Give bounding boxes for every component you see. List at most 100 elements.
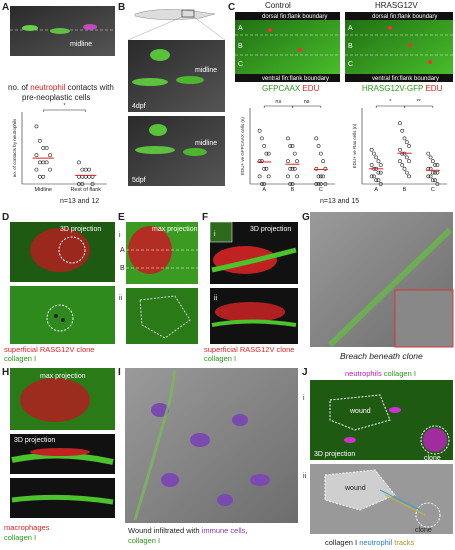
data-point bbox=[433, 178, 438, 183]
data-point bbox=[48, 153, 52, 158]
line-label: B bbox=[120, 265, 125, 272]
data-point bbox=[378, 163, 383, 167]
caption: Breach beneath clone bbox=[340, 351, 423, 361]
data-point bbox=[402, 166, 407, 171]
data-point bbox=[428, 174, 433, 179]
image-label: midline bbox=[195, 67, 217, 74]
data-point bbox=[257, 128, 262, 133]
data-point bbox=[288, 182, 293, 186]
data-point bbox=[430, 159, 435, 164]
data-point bbox=[318, 151, 323, 156]
significance-bracket bbox=[263, 105, 293, 108]
data-point bbox=[376, 178, 381, 183]
panel-label: G bbox=[302, 212, 310, 223]
image-label: max projection bbox=[152, 226, 198, 233]
panel-label: F bbox=[202, 212, 208, 223]
data-point bbox=[314, 182, 319, 186]
image-label: midline bbox=[70, 41, 92, 48]
data-point bbox=[321, 159, 326, 164]
caption: GFPCAAX EDU bbox=[262, 84, 320, 93]
data-point bbox=[34, 167, 39, 172]
caption: collagen I bbox=[128, 536, 160, 545]
data-point bbox=[264, 166, 269, 171]
data-point bbox=[44, 160, 49, 165]
data-point bbox=[400, 128, 405, 133]
data-point bbox=[323, 166, 328, 171]
data-point bbox=[433, 170, 438, 175]
data-point bbox=[37, 174, 42, 179]
y-axis-label: EDU+ ve GFPCAAX cells (n) bbox=[240, 117, 245, 175]
image-label: max projection bbox=[40, 373, 86, 380]
data-point bbox=[290, 182, 295, 186]
row-label: B bbox=[238, 43, 243, 50]
row-label: A bbox=[348, 25, 353, 32]
data-point bbox=[262, 166, 267, 171]
data-point bbox=[371, 151, 376, 156]
caption: superficial RASG12V clone bbox=[4, 345, 94, 354]
data-point bbox=[257, 174, 262, 179]
data-point bbox=[90, 182, 95, 186]
image-label: 3D projection bbox=[14, 437, 55, 444]
data-point bbox=[435, 170, 440, 175]
micrograph bbox=[345, 12, 453, 82]
data-point bbox=[290, 166, 295, 171]
stage-label: 5dpf bbox=[132, 177, 146, 184]
panel-b: B midline 4dpf midline 5dpf bbox=[118, 2, 226, 186]
image-label: 3D projection bbox=[314, 451, 355, 458]
significance-bracket bbox=[43, 109, 86, 112]
data-point bbox=[288, 166, 293, 171]
panel-a: A midline no. of neutrophil contacts wit… bbox=[2, 2, 115, 205]
significance-label: * bbox=[389, 99, 392, 105]
data-point bbox=[433, 163, 438, 167]
data-point bbox=[404, 140, 409, 145]
data-point bbox=[426, 151, 431, 156]
boundary-label: ventral fin:flank boundary bbox=[372, 76, 439, 82]
caption: superficial RASG12V clone bbox=[204, 345, 294, 354]
data-point bbox=[80, 182, 85, 186]
image-label: wound bbox=[349, 408, 371, 415]
line-label: A bbox=[120, 247, 125, 254]
data-point bbox=[378, 182, 383, 186]
data-point bbox=[264, 151, 269, 156]
panel-label: B bbox=[118, 2, 125, 13]
n-label: n=13 and 15 bbox=[320, 198, 359, 205]
data-point bbox=[318, 174, 323, 179]
significance-label: ns bbox=[275, 99, 281, 105]
data-point bbox=[290, 144, 295, 148]
y-axis-label: no. of contacts by neutrophils bbox=[12, 118, 17, 177]
significance-label: * bbox=[63, 103, 66, 109]
data-point bbox=[316, 174, 321, 179]
sub-label: i bbox=[119, 232, 121, 239]
panel-label: H bbox=[2, 367, 9, 378]
micrograph bbox=[128, 40, 225, 112]
significance-bracket bbox=[292, 105, 322, 108]
panel-label: D bbox=[2, 212, 9, 223]
x-tick-label: B bbox=[403, 187, 407, 193]
data-point bbox=[292, 166, 297, 171]
y-axis-label: EDU+ ve Ras cells (n) bbox=[352, 123, 357, 168]
data-point bbox=[402, 136, 407, 141]
sub-label: ii bbox=[3, 293, 7, 300]
data-point bbox=[41, 146, 46, 150]
stage-label: 4dpf bbox=[132, 103, 146, 110]
data-point bbox=[426, 174, 431, 179]
column-header: HRASG12V bbox=[375, 1, 418, 10]
x-tick-label: Midline bbox=[35, 187, 52, 193]
data-point bbox=[259, 159, 264, 164]
data-point bbox=[266, 151, 271, 156]
panel-label: E bbox=[118, 212, 125, 223]
boundary-label: ventral fin:flank boundary bbox=[262, 76, 329, 82]
n-label: n=13 and 12 bbox=[60, 198, 99, 205]
data-point bbox=[288, 144, 293, 148]
data-point bbox=[286, 136, 290, 141]
significance-bracket bbox=[404, 105, 434, 108]
data-point bbox=[314, 166, 319, 171]
sub-label: ii bbox=[119, 295, 123, 302]
data-point bbox=[77, 160, 81, 165]
x-tick-label: B bbox=[291, 187, 295, 193]
data-point bbox=[318, 182, 323, 186]
panel-label: I bbox=[118, 367, 121, 378]
data-point bbox=[376, 170, 381, 175]
data-point bbox=[80, 167, 85, 172]
sub-label: ii bbox=[303, 473, 307, 480]
